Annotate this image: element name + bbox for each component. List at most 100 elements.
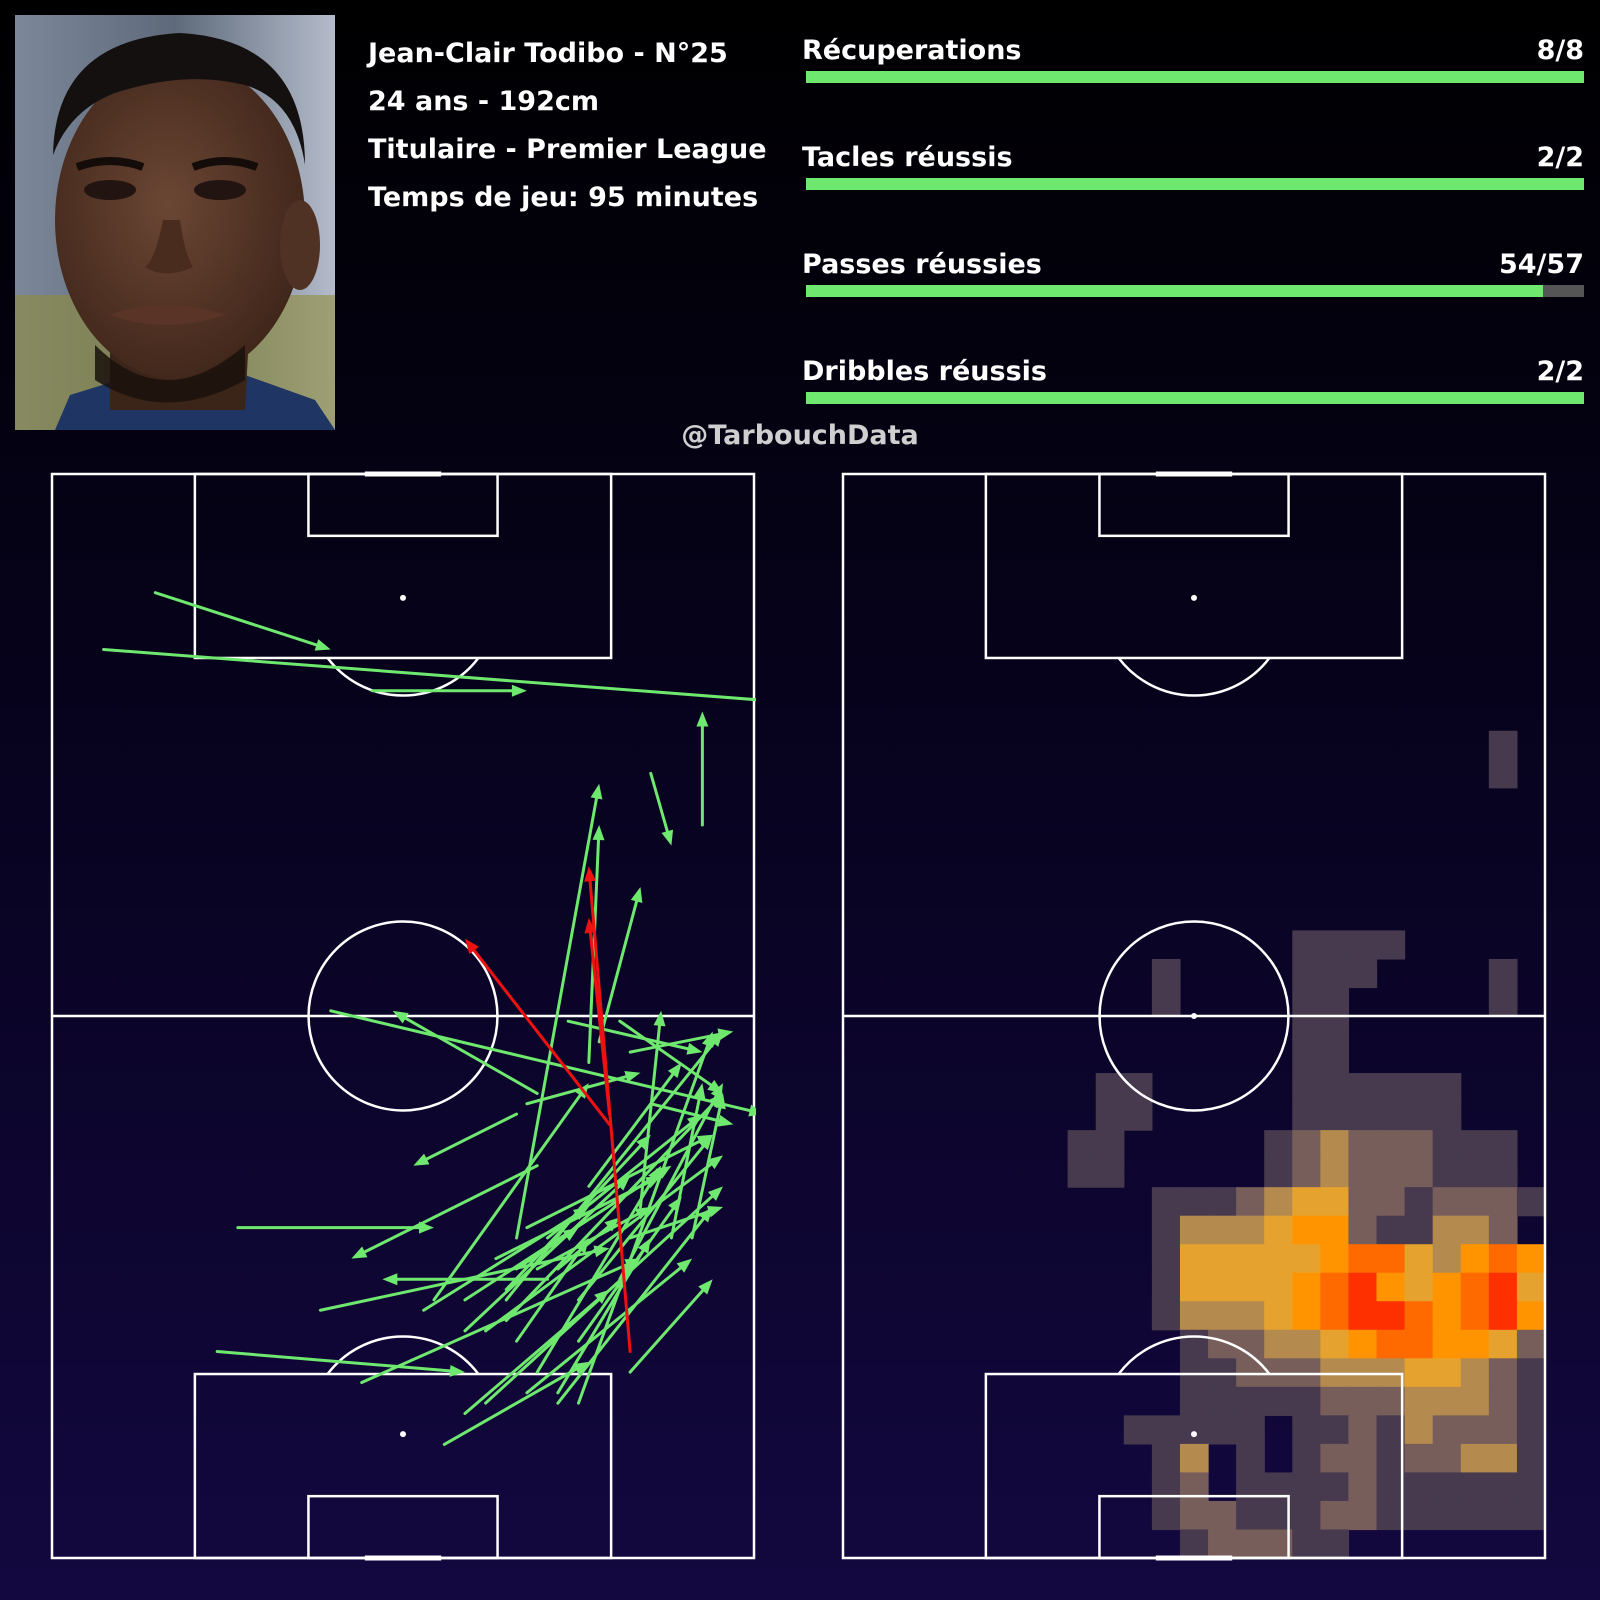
stat-value-tacles: 2/2 (1536, 142, 1584, 173)
heatmap-cell (1488, 1415, 1518, 1445)
heatmap-cell (1320, 1044, 1350, 1074)
pass-arrow-success (392, 1010, 539, 1095)
pass-arrow-success (236, 1221, 434, 1234)
heatmap-cell (1348, 1301, 1378, 1331)
heatmap-cell (1320, 1415, 1350, 1445)
heatmap-cell (1292, 930, 1321, 960)
heatmap-cell (1404, 1244, 1434, 1274)
stat-label-tacles: Tacles réussis (802, 142, 1013, 173)
heatmap-cell (1236, 1386, 1265, 1416)
pass-arrow-success (587, 1062, 682, 1188)
heatmap-cell (1236, 1500, 1265, 1531)
pitch-markings (50, 471, 756, 1561)
heatmap-cell (1179, 1272, 1209, 1302)
heatmap-cell (1320, 958, 1350, 989)
heatmap-cell (1404, 1329, 1434, 1359)
heatmap-cell (1460, 1244, 1490, 1274)
stat-label-passes: Passes réussies (802, 249, 1042, 280)
stat-label-recuperations: Récuperations (802, 35, 1022, 66)
heatmap-cell (1376, 1272, 1406, 1302)
heatmap-cell (1320, 1500, 1350, 1531)
heatmap-cell (1404, 1500, 1434, 1531)
penalty-spot-top (1191, 594, 1197, 601)
heatmap-cell (1320, 1244, 1350, 1274)
heatmap-cell (1376, 1472, 1406, 1502)
heatmap-cell (1516, 1443, 1546, 1474)
pass-arrow-success (515, 783, 603, 1240)
stat-bar-passes (806, 285, 1584, 297)
stat-label-dribbles: Dribbles réussis (802, 356, 1047, 387)
heatmap-cell (1460, 1301, 1490, 1331)
heatmap-cell (1488, 1244, 1518, 1274)
pass-arrow-success (370, 684, 527, 697)
heatmap-cell (1404, 1472, 1434, 1502)
heatmap-cell (1208, 1272, 1237, 1302)
heatmap-cell (1404, 1073, 1434, 1103)
pass-arrow-success (628, 1028, 734, 1054)
stat-value-passes: 54/57 (1498, 249, 1584, 280)
heatmap-cell (1460, 1415, 1490, 1445)
heatmap-cell (1404, 1415, 1434, 1445)
stat-bar-recuperations (806, 71, 1584, 83)
stat-bar-fill (806, 392, 1584, 404)
heatmap-cell (1292, 1443, 1321, 1474)
heatmap-cell (1292, 1101, 1321, 1131)
heatmap-cell (1264, 1386, 1293, 1416)
heatmap-cell (1208, 1500, 1237, 1531)
stat-value-dribbles: 2/2 (1536, 356, 1584, 387)
heatmap-cell (1432, 1415, 1462, 1445)
penalty-area-top (193, 472, 613, 660)
heatmap-cell (1179, 1443, 1209, 1474)
heatmap-cell (1460, 1272, 1490, 1302)
heatmap-cell (1236, 1529, 1265, 1559)
heatmap-cell (1320, 930, 1350, 960)
heatmap-cell (1151, 1500, 1181, 1531)
stat-bar-fill (806, 71, 1584, 83)
heatmap-cell (1460, 1358, 1490, 1388)
pass-arrows (102, 591, 756, 1446)
pass-arrow-success (413, 1112, 519, 1166)
heatmap-cell (1292, 1529, 1321, 1559)
heatmap-cell (1460, 1215, 1490, 1245)
heatmap-cell (1516, 1301, 1546, 1331)
penalty-spot-bottom (400, 1431, 406, 1438)
pitch-markings (841, 471, 1547, 1561)
heatmap-cell (1488, 730, 1518, 760)
heatmap-cell (1432, 1101, 1462, 1131)
heatmap-cell (1488, 958, 1518, 989)
player-age-height: 24 ans - 192cm (368, 86, 599, 117)
heatmap-cell (1292, 958, 1321, 989)
heatmap-cell (1095, 1130, 1125, 1160)
heatmap-pitch (841, 471, 1547, 1561)
heatmap-cell (1488, 1472, 1518, 1502)
heatmap-cell (1404, 1187, 1434, 1217)
goal-area-top (1098, 472, 1290, 538)
pass-arrow-success (525, 1258, 693, 1395)
center-circle (1098, 920, 1290, 1112)
heatmap-cell (1151, 987, 1181, 1017)
heatmap-cell (1151, 1215, 1181, 1245)
watermark: @TarbouchData (681, 420, 919, 451)
heatmap-cell (1179, 1500, 1209, 1531)
heatmap-cell (1404, 1215, 1434, 1245)
heatmap-cell (1292, 1044, 1321, 1074)
heatmap-cell (1264, 1187, 1293, 1217)
pass-arrow-success (463, 1176, 631, 1333)
heatmap-cell (1236, 1244, 1265, 1274)
heatmap-cell (1264, 1301, 1293, 1331)
heatmap-cell (1151, 958, 1181, 989)
heatmap-cell (1348, 1187, 1378, 1217)
heatmap-cell (1376, 1073, 1406, 1103)
heatmap-cell (1376, 930, 1406, 960)
heatmap-cell (1179, 1215, 1209, 1245)
heatmap-cell (1236, 1443, 1265, 1474)
stat-bar-tacles (806, 178, 1584, 190)
heatmap-cell (1488, 1272, 1518, 1302)
heatmap-cell (1095, 1158, 1125, 1188)
heatmap-cell (1151, 1415, 1181, 1445)
stat-bar-fill (806, 285, 1543, 297)
player-status: Titulaire - Premier League (368, 134, 767, 165)
heatmap-cell (1320, 1130, 1350, 1160)
heatmap-cell (1292, 1130, 1321, 1160)
heatmap-cell (1516, 1386, 1546, 1416)
